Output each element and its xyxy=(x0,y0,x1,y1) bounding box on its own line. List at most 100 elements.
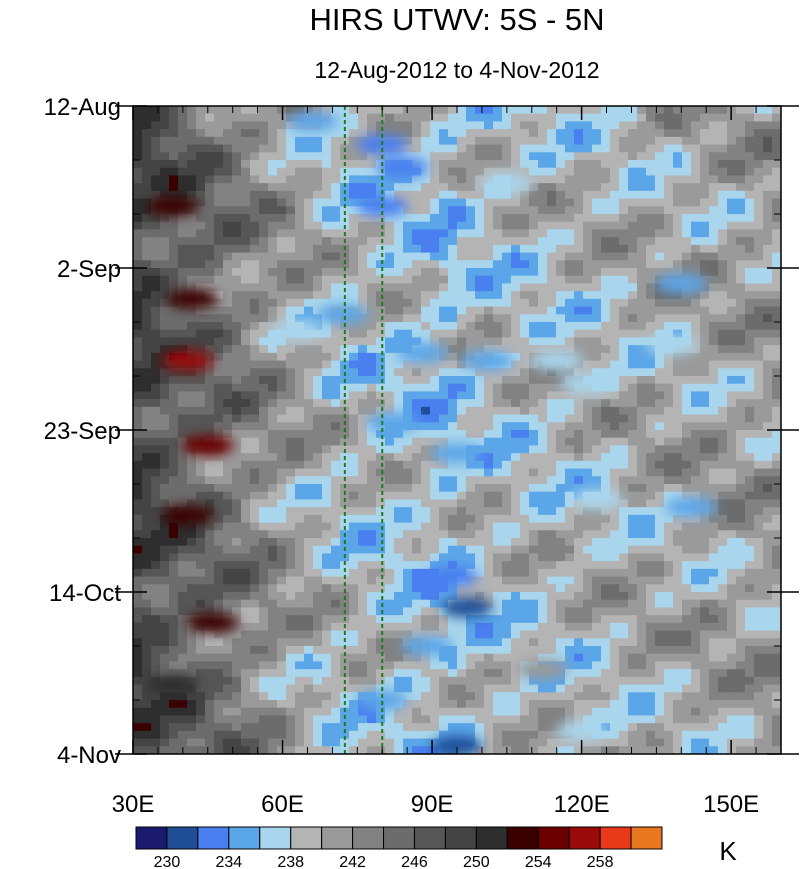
heatmap-cell xyxy=(538,329,548,339)
heatmap-cell xyxy=(556,568,566,578)
heatmap-cell xyxy=(637,337,647,346)
heatmap-cell xyxy=(691,599,701,609)
heatmap-cell xyxy=(151,160,161,169)
heatmap-cell xyxy=(484,414,494,423)
heatmap-cell xyxy=(196,468,206,477)
heatmap-cell xyxy=(232,507,242,516)
heatmap-cell xyxy=(601,607,611,616)
heatmap-cell xyxy=(367,160,377,169)
heatmap-cell xyxy=(592,414,602,423)
heatmap-cell xyxy=(745,322,755,331)
heatmap-cell xyxy=(349,584,359,593)
heatmap-cell xyxy=(574,167,584,177)
heatmap-cell xyxy=(637,445,647,454)
heatmap-cell xyxy=(187,306,197,315)
heatmap-cell xyxy=(259,545,269,555)
heatmap-cell xyxy=(493,584,503,593)
heatmap-cell xyxy=(214,553,224,562)
heatmap-cell xyxy=(250,453,260,462)
heatmap-cell xyxy=(277,190,287,200)
heatmap-cell xyxy=(529,406,539,416)
heatmap-cell xyxy=(682,538,692,547)
heatmap-cell xyxy=(223,399,233,408)
heatmap-cell xyxy=(619,476,629,485)
heatmap-cell xyxy=(457,383,467,393)
heatmap-cell xyxy=(709,144,719,153)
heatmap-cell xyxy=(178,638,188,647)
heatmap-cell xyxy=(619,144,629,153)
heatmap-cell xyxy=(214,484,224,493)
heatmap-cell xyxy=(421,468,431,477)
heatmap-cell xyxy=(142,368,152,377)
heatmap-cell xyxy=(574,599,584,609)
heatmap-cell xyxy=(592,460,602,470)
heatmap-cell xyxy=(160,298,170,308)
heatmap-cell xyxy=(385,460,395,470)
heatmap-cell xyxy=(322,129,332,138)
heatmap-cell xyxy=(349,399,359,408)
heatmap-cell xyxy=(250,167,260,177)
heatmap-cell xyxy=(295,252,305,261)
heatmap-cell xyxy=(376,229,386,238)
heatmap-cell xyxy=(628,468,638,477)
heatmap-cell xyxy=(637,460,647,470)
heatmap-cell xyxy=(250,622,260,632)
heatmap-cell xyxy=(538,167,548,177)
heatmap-cell xyxy=(304,545,314,555)
heatmap-cell xyxy=(205,584,215,593)
heatmap-cell xyxy=(646,244,656,254)
heatmap-cell xyxy=(538,422,548,431)
plot-area xyxy=(133,106,781,754)
heatmap-cell xyxy=(169,244,179,254)
heatmap-cell xyxy=(745,306,755,315)
heatmap-cell xyxy=(673,252,683,261)
heatmap-cell xyxy=(511,460,521,470)
heatmap-cell xyxy=(196,545,206,555)
heatmap-cell xyxy=(709,592,719,601)
heatmap-cell xyxy=(430,491,440,501)
heatmap-cell xyxy=(484,391,494,400)
heatmap-cell xyxy=(601,422,611,431)
heatmap-cell xyxy=(241,314,251,323)
heatmap-cell xyxy=(160,468,170,477)
heatmap-cell xyxy=(286,314,296,323)
heatmap-cell xyxy=(655,237,665,246)
heatmap-cell xyxy=(673,484,683,493)
heatmap-cell xyxy=(196,268,206,277)
heatmap-cell xyxy=(592,453,602,462)
heatmap-cell xyxy=(547,298,557,308)
heatmap-cell xyxy=(511,268,521,277)
heatmap-cell xyxy=(763,422,773,431)
heatmap-cell xyxy=(259,229,269,238)
heatmap-cell xyxy=(475,468,485,477)
heatmap-cell xyxy=(367,607,377,616)
heatmap-cell xyxy=(619,136,629,146)
heatmap-cell xyxy=(430,476,440,485)
heatmap-cell xyxy=(709,198,719,207)
heatmap-cell xyxy=(142,430,152,439)
heatmap-cell xyxy=(178,345,188,354)
heatmap-cell xyxy=(718,337,728,346)
heatmap-cell xyxy=(592,360,602,369)
heatmap-cell xyxy=(520,376,530,385)
heatmap-cell xyxy=(556,136,566,146)
heatmap-cell xyxy=(367,530,377,539)
heatmap-cell xyxy=(457,460,467,470)
heatmap-cell xyxy=(646,445,656,454)
heatmap-cell xyxy=(142,391,152,400)
heatmap-cell xyxy=(367,568,377,578)
heatmap-cell xyxy=(610,345,620,354)
heatmap-cell xyxy=(403,283,413,292)
heatmap-cell xyxy=(556,183,566,192)
heatmap-cell xyxy=(367,106,377,115)
heatmap-cell xyxy=(556,576,566,585)
heatmap-cell xyxy=(709,383,719,393)
heatmap-cell xyxy=(259,491,269,501)
heatmap-cell xyxy=(331,530,341,539)
heatmap-cell xyxy=(160,237,170,246)
heatmap-cell xyxy=(367,468,377,477)
heatmap-cell xyxy=(322,221,332,231)
heatmap-cell xyxy=(313,283,323,292)
heatmap-cell xyxy=(349,430,359,439)
heatmap-cell xyxy=(241,268,251,277)
